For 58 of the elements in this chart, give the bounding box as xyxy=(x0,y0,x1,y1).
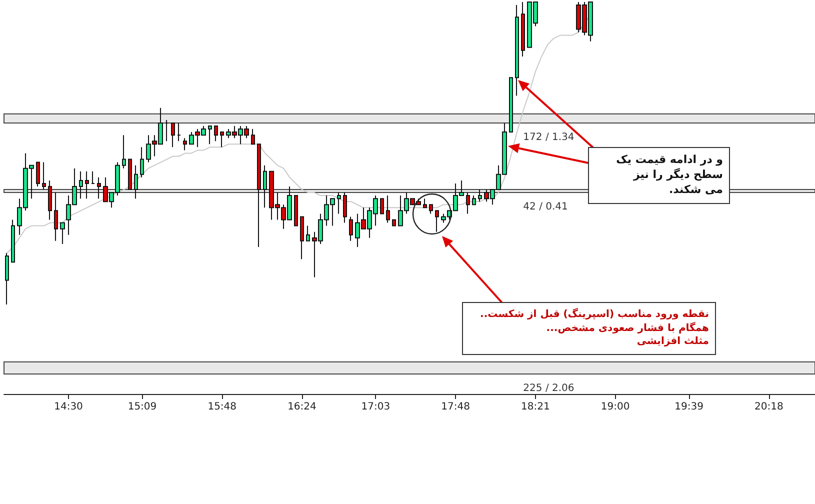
candlestick xyxy=(251,128,255,145)
x-tick-label: 18:21 xyxy=(521,402,550,412)
candlestick xyxy=(386,195,390,224)
candlestick xyxy=(165,119,169,142)
candlestick xyxy=(91,170,95,184)
candlestick xyxy=(60,222,65,244)
candlestick xyxy=(472,195,476,206)
candlestick xyxy=(257,144,261,248)
candlestick xyxy=(48,180,52,220)
candlestick xyxy=(11,219,15,263)
candlestick xyxy=(214,126,218,142)
band-label: 42 / 0.41 xyxy=(523,202,568,213)
candlestick xyxy=(134,164,138,200)
candlestick xyxy=(337,192,341,214)
x-tick-label: 17:03 xyxy=(361,402,390,412)
candlestick xyxy=(343,192,347,224)
candlestick xyxy=(435,210,439,232)
candlestick xyxy=(423,198,427,208)
candlestick xyxy=(220,132,224,148)
candlestick xyxy=(171,122,175,148)
x-tick-label: 14:30 xyxy=(54,402,83,412)
text: نقطه ورود مناسب (اسپرینگ) قبل از شکست.. همگام با فشار صعودی مشخص... مثلث افزایشی xyxy=(462,302,716,354)
candlestick xyxy=(140,146,144,178)
candlestick xyxy=(5,252,9,305)
x-tick-label: 15:09 xyxy=(128,402,157,412)
candlestick xyxy=(300,216,304,260)
candlestick xyxy=(509,77,513,133)
candlestick xyxy=(97,176,101,200)
x-tick-label: 15:48 xyxy=(208,402,237,412)
x-tick-label: 16:24 xyxy=(288,402,316,412)
candlestick xyxy=(515,4,519,96)
candlestick xyxy=(128,158,132,190)
candlestick xyxy=(79,170,83,200)
x-tick-label: 19:00 xyxy=(600,402,630,412)
candlestick xyxy=(122,134,126,169)
candlestick xyxy=(380,198,384,214)
candlestick xyxy=(521,2,525,57)
band-label: 172 / 1.34 xyxy=(523,132,574,143)
candlestick xyxy=(294,195,298,226)
x-tick-label: 20:18 xyxy=(754,402,784,412)
candlestick xyxy=(466,192,470,214)
candlestick xyxy=(208,126,212,145)
candlestick xyxy=(392,219,396,226)
annotation: و در ادامه قیمت یک سطح دیگر را نیز می شکند. xyxy=(588,147,730,204)
candlestick xyxy=(42,162,46,190)
candlestick xyxy=(349,216,353,242)
candlestick xyxy=(85,170,89,200)
candlestick xyxy=(183,138,187,151)
band-label: 225 / 2.06 xyxy=(523,383,574,394)
candlestick xyxy=(54,192,58,242)
candlestick xyxy=(306,225,310,242)
candlestick xyxy=(429,204,433,214)
candlestick xyxy=(478,189,482,202)
candlestick xyxy=(263,164,267,208)
x-tick-label: 17:48 xyxy=(441,402,470,412)
candlestick xyxy=(177,122,181,142)
candlestick xyxy=(36,162,40,187)
x-tick-label: 19:39 xyxy=(674,402,704,412)
